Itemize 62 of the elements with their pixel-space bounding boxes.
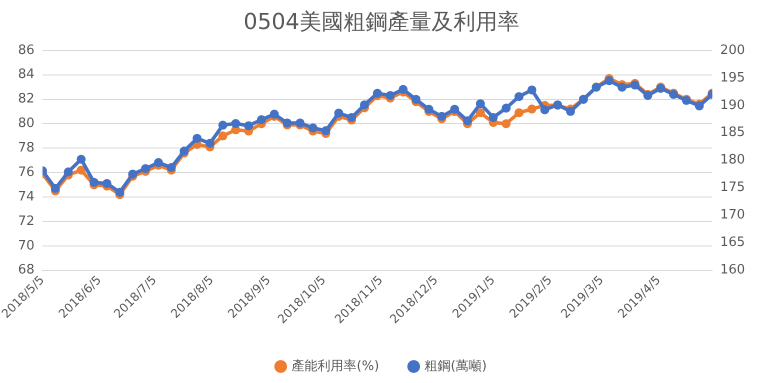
- legend-label: 產能利用率(%): [292, 358, 380, 374]
- y2-tick-label: 175: [720, 180, 746, 196]
- y-tick-label: 78: [18, 140, 35, 156]
- y2-tick-label: 160: [720, 262, 746, 278]
- point: [90, 178, 99, 187]
- point: [102, 178, 112, 188]
- point: [154, 158, 163, 168]
- point: [308, 123, 318, 132]
- point: [412, 94, 420, 104]
- point: [463, 116, 472, 126]
- point: [166, 163, 176, 172]
- point: [205, 138, 214, 148]
- point: [115, 188, 124, 197]
- point: [321, 126, 330, 136]
- point: [218, 120, 228, 130]
- point: [192, 134, 202, 143]
- y-tick-label: 86: [18, 42, 35, 58]
- point: [527, 85, 536, 94]
- point: [372, 88, 382, 98]
- y-tick-label: 76: [18, 164, 35, 180]
- y2-tick-label: 185: [720, 125, 746, 140]
- point: [386, 90, 395, 100]
- point: [514, 108, 524, 118]
- point: [437, 112, 446, 121]
- chart-title: 0504美國粗鋼產量及利用率: [244, 10, 520, 35]
- y-tick-label: 80: [18, 116, 35, 132]
- y2-tick-label: 180: [720, 152, 746, 168]
- y-tick-label: 84: [18, 67, 35, 82]
- point: [398, 84, 408, 94]
- point: [360, 100, 369, 110]
- point: [76, 166, 86, 175]
- y-tick-label: 70: [18, 238, 35, 254]
- y2-tick-label: 195: [720, 70, 746, 86]
- point: [334, 108, 344, 118]
- y-tick-label: 68: [18, 262, 35, 278]
- y2-tick-label: 165: [720, 235, 746, 250]
- point: [218, 131, 228, 140]
- y2-tick-label: 170: [720, 208, 746, 223]
- point: [76, 154, 86, 164]
- point: [488, 112, 498, 122]
- point: [64, 167, 73, 176]
- point: [527, 104, 536, 114]
- point: [476, 99, 485, 108]
- point: [50, 184, 60, 193]
- y-tick-label: 74: [18, 189, 35, 204]
- point: [347, 112, 356, 122]
- point: [540, 105, 550, 114]
- point: [256, 115, 266, 124]
- y2-tick-label: 200: [720, 42, 746, 58]
- point: [604, 76, 614, 86]
- point: [502, 119, 511, 128]
- point: [141, 164, 150, 174]
- point: [514, 92, 524, 102]
- point: [618, 82, 627, 92]
- point: [476, 108, 485, 118]
- y-tick-label: 72: [18, 214, 35, 229]
- point: [244, 121, 254, 130]
- point: [502, 104, 511, 113]
- legend-label: 粗鋼(萬噸): [424, 358, 487, 374]
- y2-tick-label: 190: [720, 98, 746, 113]
- y-tick-label: 82: [18, 92, 35, 107]
- point: [231, 119, 240, 128]
